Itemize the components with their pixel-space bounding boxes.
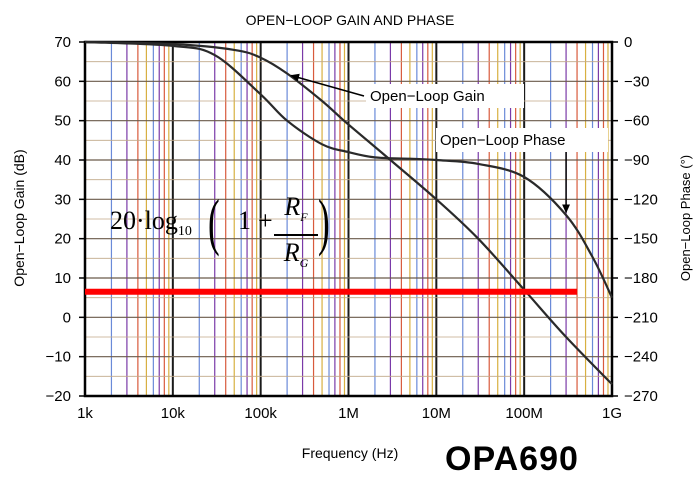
- open-loop-phase-curve: [84, 40, 613, 299]
- formula-paren-close: ): [318, 186, 330, 257]
- formula-plus: +: [258, 206, 273, 235]
- left-y-tick-label: 0: [63, 309, 71, 326]
- right-y-tick-label: −30: [624, 73, 649, 90]
- right-y-tick-label: −240: [624, 349, 658, 366]
- gain-label-arrow: [290, 73, 365, 97]
- formula-fraction-bar: [274, 234, 318, 237]
- open-loop-gain-phase-chart: OPEN−LOOP GAIN AND PHASE 1k 10k 100k 1M 10M 1…: [11, 12, 693, 461]
- x-tick-label: 1k: [77, 405, 93, 422]
- left-y-tick-label: 10: [54, 270, 71, 287]
- chart-title: OPEN−LOOP GAIN AND PHASE: [246, 12, 455, 28]
- gain-label-background: [366, 84, 524, 108]
- phase-label-background: [436, 128, 608, 152]
- right-y-tick-label: −210: [624, 309, 658, 326]
- right-y-tick-label: −90: [624, 152, 649, 169]
- open-loop-phase-label: Open−Loop Phase: [440, 132, 566, 149]
- right-y-axis-label: Open−Loop Phase (°): [678, 155, 693, 281]
- right-y-tick-label: −150: [624, 231, 658, 248]
- left-y-axis-label: Open−Loop Gain (dB): [11, 149, 27, 286]
- annotations: Open−Loop Gain Open−Loop Phase: [290, 73, 608, 214]
- formula-fraction: RF RG: [274, 192, 318, 278]
- left-y-tick-label: −10: [46, 349, 71, 366]
- left-y-tick-label: 50: [54, 113, 71, 130]
- right-y-tick-label: −180: [624, 270, 658, 287]
- plot-frame: [83, 40, 614, 398]
- formula-numerator: RF: [284, 192, 308, 225]
- left-y-tick-label: 70: [54, 34, 71, 51]
- x-tick-label: 10M: [422, 405, 451, 422]
- left-y-tick-label: −20: [46, 388, 71, 405]
- formula-denominator: RG: [283, 238, 309, 271]
- left-y-tick-label: 30: [54, 191, 71, 208]
- formula-one: 1: [238, 206, 251, 235]
- x-tick-label: 1M: [338, 405, 359, 422]
- formula-prefix: 20·log10: [110, 206, 192, 239]
- x-axis-label: Frequency (Hz): [302, 445, 398, 461]
- x-tick-label: 10k: [161, 405, 186, 422]
- x-axis-ticks: 1k 10k 100k 1M 10M 100M 1G: [77, 405, 622, 422]
- left-y-axis-ticks: 70 60 50 40 30 20 10 0 −10 −20: [46, 34, 85, 405]
- x-tick-label: 1G: [602, 405, 622, 422]
- right-y-tick-label: 0: [624, 34, 632, 51]
- open-loop-gain-label: Open−Loop Gain: [370, 88, 485, 105]
- plot-border: [83, 40, 614, 398]
- right-y-tick-label: −120: [624, 191, 658, 208]
- left-y-tick-label: 40: [54, 152, 71, 169]
- x-tick-label: 100M: [505, 405, 543, 422]
- formula-log-subscript: 10: [177, 224, 192, 239]
- left-y-tick-label: 20: [54, 231, 71, 248]
- x-tick-label: 100k: [244, 405, 277, 422]
- right-y-tick-label: −60: [624, 113, 649, 130]
- left-y-tick-label: 60: [54, 73, 71, 90]
- grid: [84, 41, 613, 397]
- right-y-axis-ticks: 0 −30 −60 −90 −120 −150 −180 −210 −240 −270: [612, 34, 658, 405]
- watermark-text: OPA690: [445, 440, 579, 478]
- formula-paren-open: (: [208, 186, 220, 257]
- gain-formula: 20·log10 ( 1 + RF RG ): [110, 186, 330, 271]
- right-y-tick-label: −270: [624, 388, 658, 405]
